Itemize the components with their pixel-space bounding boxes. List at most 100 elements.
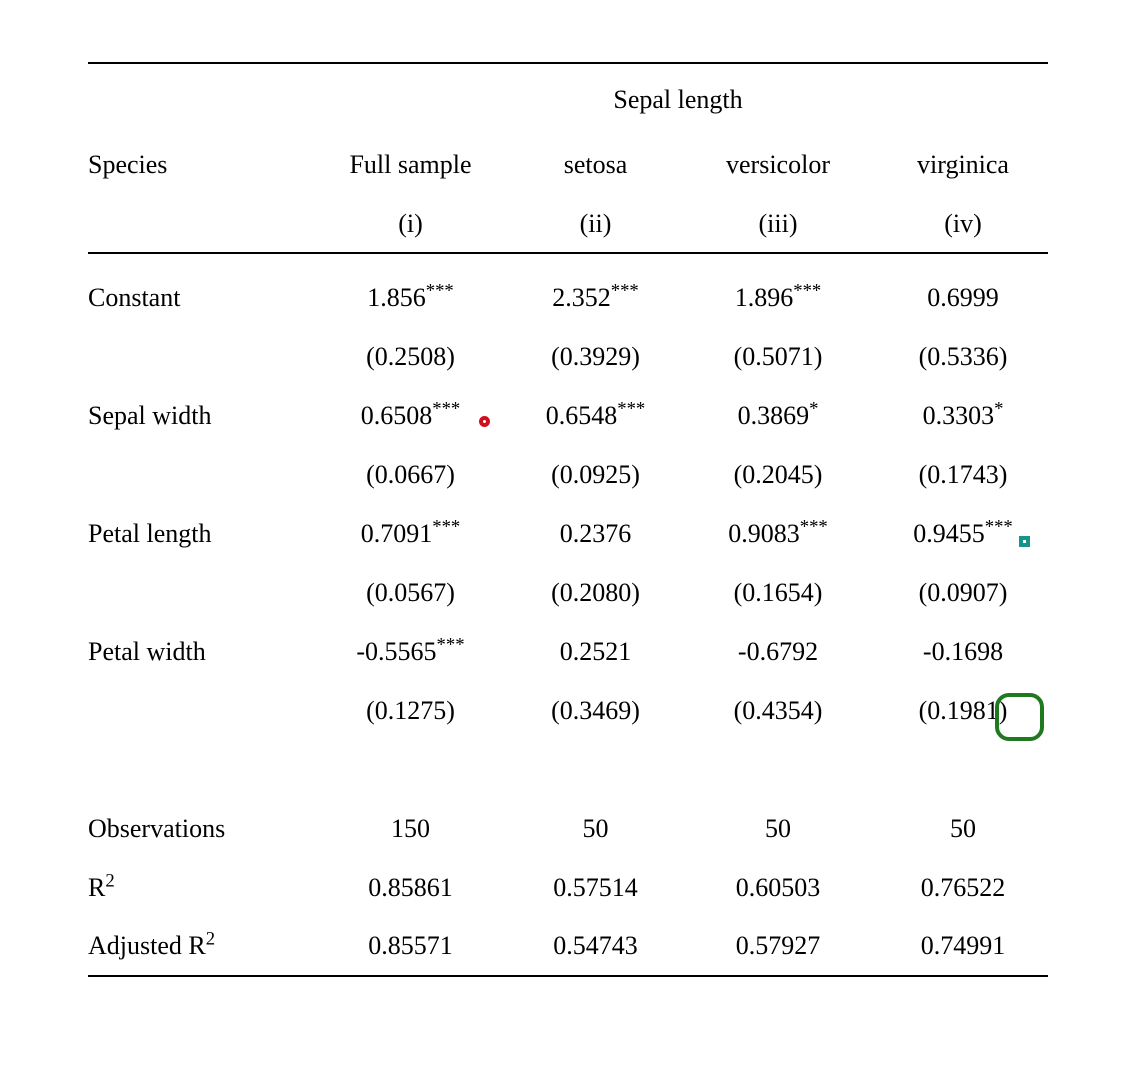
- stat-cell: 0.57927: [678, 917, 878, 977]
- coef-cell: 1.896***: [678, 268, 878, 327]
- se-cell: (0.0925): [551, 459, 640, 489]
- column-header: versicolor: [726, 150, 830, 179]
- stat-cell: 50: [582, 813, 609, 843]
- column-header: setosa: [563, 150, 628, 179]
- coef-value: 0.9455: [913, 518, 985, 548]
- significance-stars: ***: [984, 515, 1013, 537]
- se-cell: (0.0567): [366, 577, 455, 607]
- variable-label: Sepal width: [88, 400, 212, 430]
- significance-stars: ***: [610, 279, 639, 301]
- teal-square-annotation: [1019, 536, 1030, 547]
- regression-table: Sepal length Species Full sample setosa …: [88, 62, 1049, 977]
- table-row: (0.0667) (0.0925) (0.2045) (0.1743): [88, 445, 1048, 504]
- coef-value: 1.896: [734, 282, 794, 312]
- coef-value: 0.3303: [922, 400, 995, 430]
- empty-cell: [88, 327, 308, 386]
- significance-stars: ***: [432, 515, 461, 537]
- table-row: Observations 150 50 50 50: [88, 799, 1048, 858]
- coef-cell: 0.9455***: [878, 504, 1048, 563]
- red-circle-annotation: [479, 416, 490, 427]
- significance-stars: ***: [617, 397, 646, 419]
- table-row: Species Full sample setosa versicolor vi…: [88, 135, 1048, 195]
- table-row: Adjusted R2 0.85571 0.54743 0.57927 0.74…: [88, 917, 1049, 977]
- green-rounded-rect-annotation: [995, 693, 1044, 741]
- empty-cell: [88, 563, 308, 622]
- column-spanner: Sepal length: [308, 62, 1049, 135]
- stat-cell: 0.60503: [735, 872, 821, 902]
- significance-stars: ***: [799, 515, 828, 537]
- se-cell: (0.2508): [366, 341, 455, 371]
- column-index: (iii): [758, 208, 798, 238]
- table-row: Petal width -0.5565*** 0.2521 -0.6792 -0…: [88, 622, 1048, 681]
- coef-cell: -0.6792: [678, 622, 878, 681]
- significance-stars: ***: [436, 633, 465, 655]
- coef-value: 1.856: [367, 282, 426, 312]
- stat-label: Adjusted R2: [88, 917, 308, 977]
- coef-cell: 1.856***: [308, 268, 513, 327]
- se-cell: (0.1743): [918, 459, 1008, 489]
- coef-value: 0.9083: [728, 518, 800, 548]
- table-row: (i) (ii) (iii) (iv): [88, 195, 1048, 253]
- stat-cell: 50: [950, 813, 976, 843]
- coef-value: -0.5565: [356, 636, 437, 666]
- stat-label-sup: 2: [205, 928, 216, 950]
- significance-stars: ***: [432, 397, 461, 419]
- table-row: Constant 1.856*** 2.352*** 1.896*** 0.69…: [88, 268, 1048, 327]
- column-index: (iv): [944, 208, 982, 238]
- se-cell: (0.0667): [366, 459, 455, 489]
- stat-cell: 0.54743: [513, 917, 678, 977]
- empty-header-cell: [88, 195, 308, 253]
- coef-cell: 0.9083***: [678, 504, 878, 563]
- coef-cell: 0.7091***: [308, 504, 513, 563]
- variable-label: Petal width: [88, 636, 206, 666]
- table-row: (0.2508) (0.3929) (0.5071) (0.5336): [88, 327, 1048, 386]
- coef-cell: 0.6508***: [308, 386, 513, 445]
- coef-value: 0.2521: [559, 636, 632, 666]
- coef-cell: 2.352***: [513, 268, 678, 327]
- stat-label-sup: 2: [105, 869, 115, 891]
- stat-label: Observations: [88, 799, 308, 858]
- row-header-label: Species: [88, 150, 168, 179]
- stat-label: R2: [88, 858, 308, 917]
- se-cell: (0.1654): [733, 577, 823, 607]
- coef-cell: -0.1698: [878, 622, 1048, 681]
- coef-value: 0.2376: [559, 518, 632, 548]
- coef-cell: 0.6548***: [513, 386, 678, 445]
- coef-value: 0.7091: [360, 518, 433, 548]
- empty-header-cell: [88, 62, 308, 135]
- se-cell: (0.2080): [551, 577, 640, 607]
- coef-cell: 0.2521: [513, 622, 678, 681]
- empty-cell: [88, 445, 308, 504]
- coef-value: -0.6792: [737, 636, 819, 666]
- se-cell: (0.4354): [733, 695, 823, 725]
- significance-stars: ***: [425, 279, 454, 301]
- coef-value: 0.3869: [737, 400, 810, 430]
- stat-cell: 0.76522: [920, 872, 1006, 902]
- significance-stars: *: [994, 397, 1004, 419]
- stat-cell: 0.85861: [368, 872, 453, 902]
- stat-cell: 0.57514: [553, 872, 638, 902]
- variable-label: Petal length: [88, 518, 212, 548]
- stat-label-text: Observations: [88, 813, 226, 843]
- coef-value: -0.1698: [922, 636, 1004, 666]
- se-cell: (0.0907): [918, 577, 1008, 607]
- coef-cell: 0.3869*: [678, 386, 878, 445]
- coef-value: 2.352: [552, 282, 611, 312]
- column-index: (i): [398, 208, 423, 238]
- stat-cell: 50: [765, 813, 791, 843]
- table-row: Sepal length: [88, 62, 1049, 135]
- stat-cell: 150: [391, 813, 430, 843]
- column-header: Full sample: [349, 150, 472, 179]
- se-cell: (0.3929): [551, 341, 640, 371]
- se-cell: (0.3469): [551, 695, 640, 725]
- stat-label-text: Adjusted R: [88, 931, 206, 960]
- stat-cell: 0.74991: [878, 917, 1049, 977]
- table-row: (0.1275) (0.3469) (0.4354) (0.1981): [88, 681, 1048, 740]
- significance-stars: *: [809, 397, 819, 419]
- coef-value: 0.6999: [927, 282, 999, 312]
- variable-label: Constant: [88, 282, 181, 312]
- coef-value: 0.6548: [545, 400, 618, 430]
- se-cell: (0.5336): [918, 341, 1008, 371]
- se-cell: (0.1275): [366, 695, 455, 725]
